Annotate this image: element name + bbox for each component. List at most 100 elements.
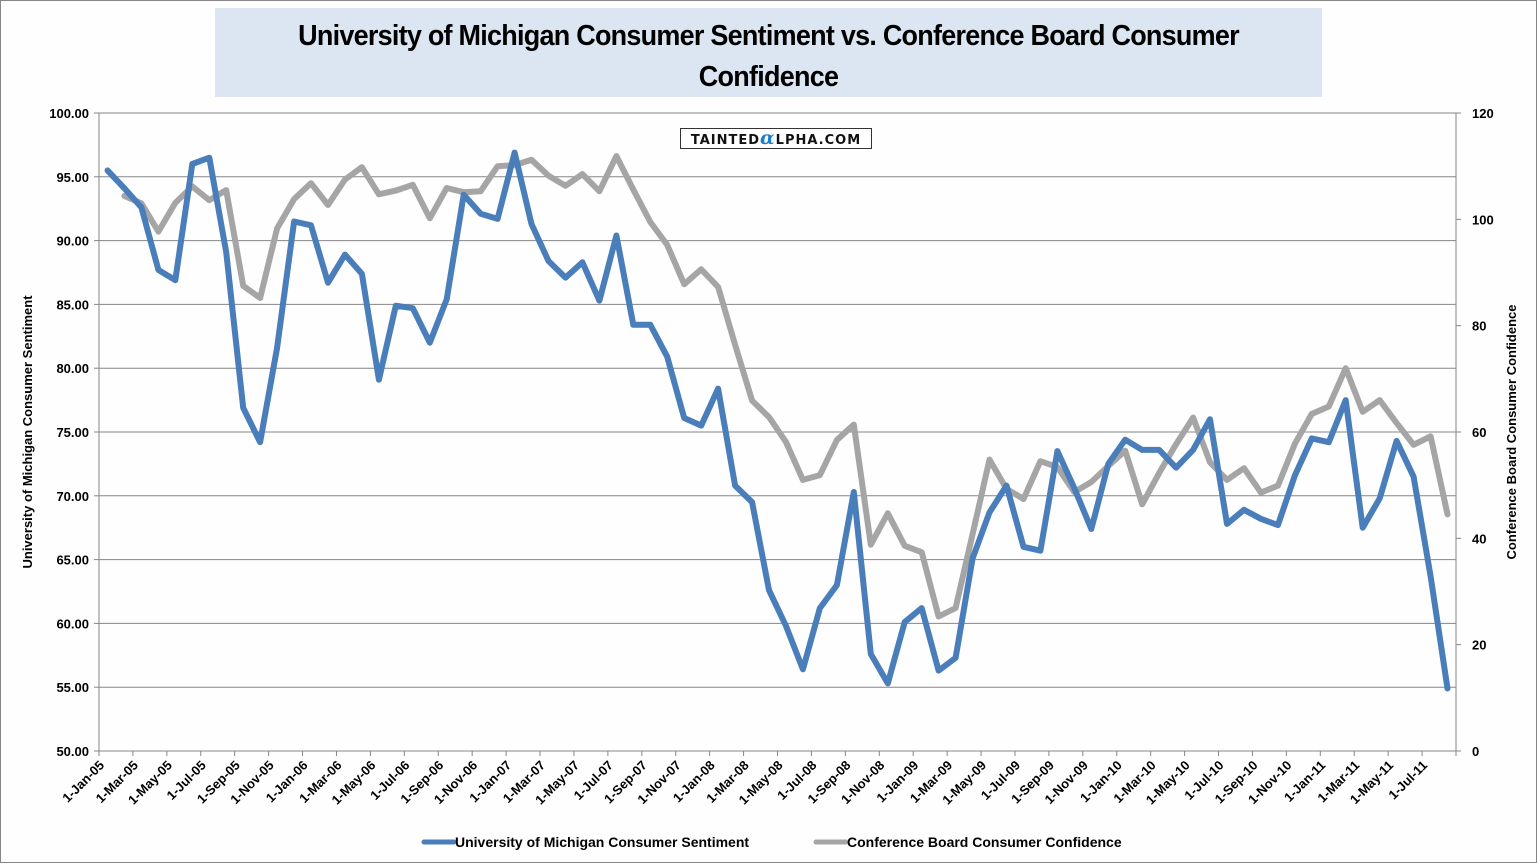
- data-point: [1430, 576, 1431, 577]
- data-point: [836, 440, 837, 441]
- data-point: [1176, 444, 1177, 445]
- watermark-prefix: Tainted: [690, 133, 761, 148]
- data-point: [311, 183, 312, 184]
- data-point: [1345, 368, 1346, 369]
- data-point: [599, 191, 600, 192]
- data-point: [429, 342, 430, 343]
- data-point: [328, 205, 329, 206]
- y2-tick-label: 120: [1472, 106, 1494, 121]
- y-tick-label: 65.00: [56, 553, 89, 568]
- gridlines: [99, 112, 1456, 688]
- data-point: [141, 207, 142, 208]
- data-point: [1244, 468, 1245, 469]
- data-point: [1311, 413, 1312, 414]
- data-point: [650, 324, 651, 325]
- data-point: [1379, 400, 1380, 401]
- data-point: [921, 608, 922, 609]
- data-point: [819, 608, 820, 609]
- data-point: [989, 512, 990, 513]
- data-point: [1091, 482, 1092, 483]
- data-point: [938, 616, 939, 617]
- data-point: [887, 683, 888, 684]
- data-point: [1447, 514, 1448, 515]
- data-point: [1142, 504, 1143, 505]
- data-point: [531, 159, 532, 160]
- data-point: [836, 585, 837, 586]
- data-point: [667, 356, 668, 357]
- data-point: [853, 492, 854, 493]
- data-point: [1447, 688, 1448, 689]
- data-point: [328, 282, 329, 283]
- y2-tick-label: 80: [1472, 319, 1486, 334]
- data-point: [446, 188, 447, 189]
- data-point: [1430, 436, 1431, 437]
- y-tick-label: 70.00: [56, 489, 89, 504]
- data-point: [684, 418, 685, 419]
- data-point: [209, 157, 210, 158]
- data-point: [582, 262, 583, 263]
- data-point: [1362, 411, 1363, 412]
- data-point: [633, 324, 634, 325]
- watermark-logo: Taintedαlpha.com: [680, 128, 872, 149]
- y-axis-title: University of Michigan Consumer Sentimen…: [20, 295, 35, 569]
- data-point: [497, 218, 498, 219]
- data-point: [1294, 443, 1295, 444]
- data-point: [904, 545, 905, 546]
- data-point: [345, 254, 346, 255]
- watermark-alpha: α: [760, 127, 776, 149]
- data-point: [1413, 476, 1414, 477]
- data-point: [955, 657, 956, 658]
- tick-labels: 50.00 55.00 60.00 65.00 70.00 75.00 80.00 85.00…: [49, 106, 1493, 807]
- data-point: [853, 424, 854, 425]
- data-point: [684, 284, 685, 285]
- y-tick-label: 100.00: [49, 106, 89, 121]
- data-point: [565, 277, 566, 278]
- data-point: [786, 442, 787, 443]
- data-point: [904, 622, 905, 623]
- data-point: [1260, 518, 1261, 519]
- data-point: [345, 179, 346, 180]
- data-point: [395, 190, 396, 191]
- data-point: [972, 534, 973, 535]
- data-point: [1328, 442, 1329, 443]
- data-point: [1040, 461, 1041, 462]
- y2-tick-label: 60: [1472, 425, 1486, 440]
- data-point: [514, 152, 515, 153]
- y-tick-label: 95.00: [56, 170, 89, 185]
- data-point: [802, 479, 803, 480]
- data-point: [260, 298, 261, 299]
- watermark-suffix: lpha.com: [775, 133, 862, 148]
- y2-tick-label: 20: [1472, 638, 1486, 653]
- data-point: [667, 244, 668, 245]
- data-point: [786, 626, 787, 627]
- data-point: [1074, 488, 1075, 489]
- data-point: [701, 425, 702, 426]
- data-point: [243, 407, 244, 408]
- data-point: [1193, 417, 1194, 418]
- data-point: [361, 167, 362, 168]
- data-point: [480, 191, 481, 192]
- series-line: [104, 149, 1451, 692]
- data-point: [735, 485, 736, 486]
- data-point: [769, 417, 770, 418]
- data-point: [412, 184, 413, 185]
- y-tick-label: 60.00: [56, 616, 89, 631]
- data-point: [955, 608, 956, 609]
- data-point: [1159, 472, 1160, 473]
- data-point: [565, 185, 566, 186]
- data-point: [1244, 509, 1245, 510]
- data-point: [243, 285, 244, 286]
- data-point: [938, 670, 939, 671]
- data-point: [1227, 479, 1228, 480]
- data-point: [921, 552, 922, 553]
- data-point: [769, 590, 770, 591]
- data-point: [701, 269, 702, 270]
- y2-tick-label: 100: [1472, 212, 1494, 227]
- data-point: [1294, 475, 1295, 476]
- data-point: [1311, 438, 1312, 439]
- data-point: [209, 200, 210, 201]
- data-point: [1210, 462, 1211, 463]
- y-tick-label: 50.00: [56, 744, 89, 759]
- data-point: [548, 261, 549, 262]
